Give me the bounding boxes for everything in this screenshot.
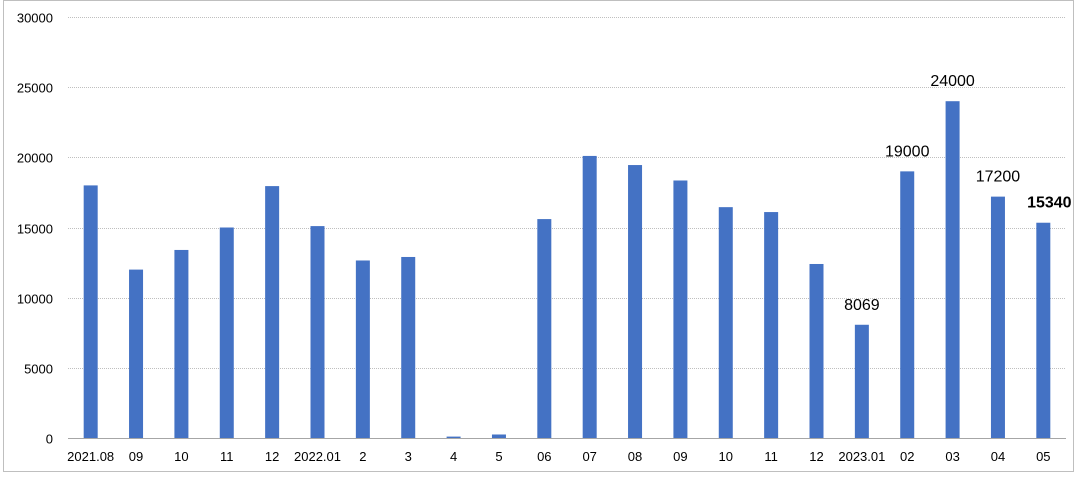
gridlines: [68, 17, 1066, 439]
x-tick-label: 07: [582, 449, 596, 464]
x-tick-label: 2022.01: [294, 449, 341, 464]
x-tick-label: 2021.08: [67, 449, 114, 464]
x-tick-label: 5: [495, 449, 502, 464]
data-label: 17200: [976, 169, 1021, 186]
y-tick-label: 15000: [17, 222, 53, 237]
x-tick-label: 02: [900, 449, 914, 464]
y-tick-label: 5000: [24, 362, 53, 377]
bar: [537, 219, 552, 438]
bar: [854, 324, 869, 438]
data-label: 15340: [1027, 195, 1072, 212]
bar: [945, 101, 960, 438]
bar: [174, 249, 189, 438]
x-tick-label: 09: [673, 449, 687, 464]
y-axis-tick-labels: 0 5000 10000 15000 20000 25000 30000: [17, 11, 53, 447]
y-tick-label: 30000: [17, 11, 53, 26]
x-tick-label: 10: [174, 449, 188, 464]
x-tick-label: 12: [809, 449, 823, 464]
data-label: 24000: [930, 73, 975, 90]
x-tick-label: 05: [1036, 449, 1050, 464]
bar: [628, 165, 643, 438]
x-tick-label: 04: [991, 449, 1005, 464]
bar: [809, 263, 824, 438]
y-tick-label: 25000: [17, 81, 53, 96]
y-tick-label: 20000: [17, 151, 53, 166]
bar: [900, 171, 915, 438]
y-tick-label: 10000: [17, 292, 53, 307]
x-tick-label: 11: [764, 449, 778, 464]
bar: [764, 212, 779, 438]
x-tick-label: 03: [945, 449, 959, 464]
bar: [673, 180, 688, 438]
x-tick-label: 09: [129, 449, 143, 464]
bar: [718, 207, 733, 438]
bar: [219, 227, 234, 438]
bar: [446, 436, 461, 438]
bar: [83, 185, 98, 438]
y-tick-label: 0: [46, 432, 53, 447]
x-tick-label: 08: [628, 449, 642, 464]
bar: [265, 186, 280, 438]
x-axis-tick-labels: 2021.08 09 10 11 12 2022.01 2 3 4 5 06 07 08 09 10 11 12…: [67, 449, 1050, 464]
bar: [491, 434, 506, 438]
x-tick-label: 4: [450, 449, 457, 464]
bars: [83, 101, 1051, 438]
data-label: 8069: [844, 297, 880, 314]
x-tick-label: 06: [537, 449, 551, 464]
data-label: 19000: [885, 143, 930, 160]
x-tick-label: 3: [405, 449, 412, 464]
x-tick-label: 11: [220, 449, 234, 464]
bar: [401, 256, 416, 438]
bar: [1036, 222, 1051, 438]
bar: [355, 260, 370, 438]
bar: [990, 196, 1005, 438]
data-labels: 8069 19000 24000 17200 15340: [844, 73, 1072, 314]
x-tick-label: 2023.01: [838, 449, 885, 464]
bar: [310, 226, 325, 438]
x-tick-label: 10: [719, 449, 733, 464]
x-tick-label: 2: [359, 449, 366, 464]
bar: [582, 155, 597, 438]
bar: [129, 269, 144, 438]
x-tick-label: 12: [265, 449, 279, 464]
